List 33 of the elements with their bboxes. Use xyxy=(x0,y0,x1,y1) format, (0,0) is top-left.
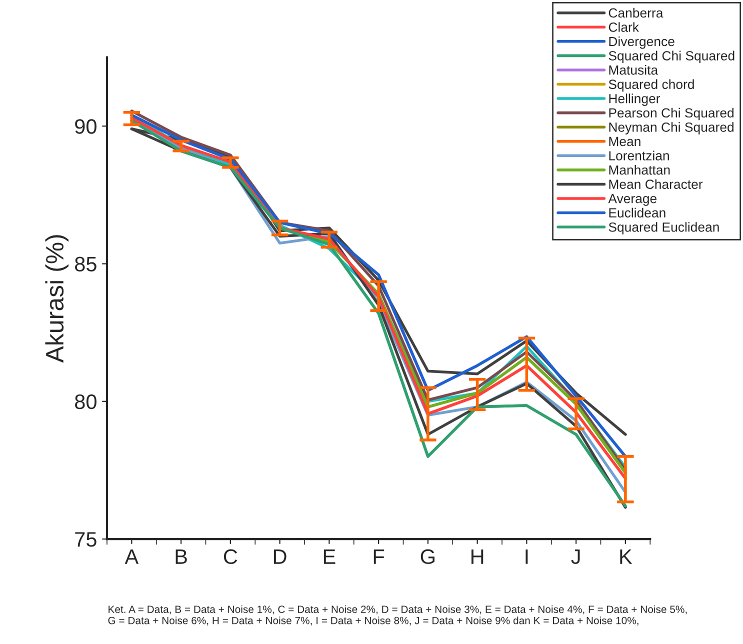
legend-label: Matusita xyxy=(609,65,658,75)
legend-label: Squared chord xyxy=(608,79,694,92)
legend-label: Clark xyxy=(608,22,639,32)
x-tick-label: A xyxy=(124,550,139,564)
x-tick-label: G xyxy=(420,549,434,564)
x-tick-label: K xyxy=(620,550,632,564)
y-tick-label: 85 xyxy=(75,256,96,272)
x-tick-label: F xyxy=(374,550,384,564)
legend-label: Divergence xyxy=(609,36,674,49)
y-tick-label: 90 xyxy=(75,119,96,134)
legend-label: Euclidean xyxy=(609,208,666,218)
legend-label: Mean Character xyxy=(609,179,703,189)
legend-label: Hellinger xyxy=(609,94,660,106)
legend-label: Lorentzian xyxy=(609,150,669,160)
x-tick-label: E xyxy=(324,550,336,564)
x-tick-label: I xyxy=(526,550,528,564)
y-tick-label: 80 xyxy=(75,394,96,410)
legend-label: Squared Chi Squared xyxy=(608,50,734,64)
legend-label: Manhattan xyxy=(609,164,670,175)
x-tick-label: D xyxy=(274,550,286,564)
x-tick-label: H xyxy=(471,550,484,564)
legend-label: Mean xyxy=(609,136,640,146)
y-tick-label: 75 xyxy=(75,532,96,547)
y-axis-title: Akurasi (%) xyxy=(45,235,69,363)
x-tick-label: J xyxy=(571,550,580,564)
legend-label: Neyman Chi Squared xyxy=(609,122,734,134)
legend-label: Squared Euclidean xyxy=(608,222,719,234)
x-tick-label: C xyxy=(224,549,238,564)
x-tick-label: B xyxy=(176,550,187,564)
legend-label: Canberra xyxy=(608,8,664,18)
legend-label: Average xyxy=(608,194,657,206)
legend-label: Pearson Chi Squared xyxy=(609,108,734,120)
text: Ket. A = Data, B = Data + Noise 1%, C = Data + Noise 2%, D = Data + Noise 3%, E = Data + Noise 4%, F = Data + Noise 5%, G = Data + Noise 6%, H = Data + Noise 7%, I = Data + Noise 8%, J = Data + Noise 9% dan K = Data + Noise 10%, xyxy=(108,605,687,626)
